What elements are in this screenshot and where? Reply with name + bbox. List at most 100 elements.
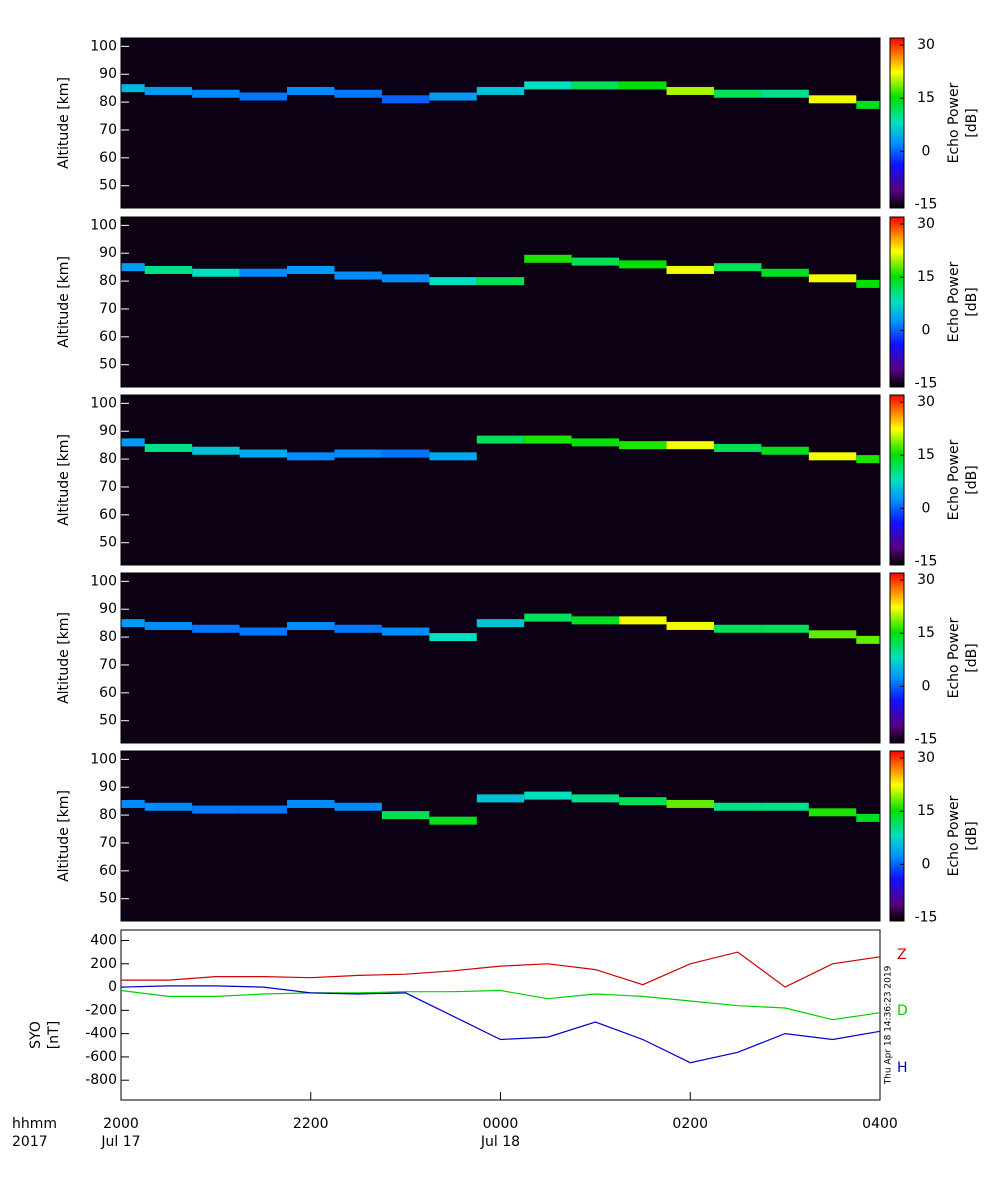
y-tick-label: 70 — [99, 657, 117, 673]
y-axis-label: Altitude [km] — [56, 256, 72, 348]
y-tick-label: 50 — [99, 357, 117, 373]
echo-layer — [239, 268, 288, 277]
y-tick-label: 50 — [99, 713, 117, 729]
echo-layer — [192, 805, 240, 814]
y-tick-label: 50 — [99, 891, 117, 907]
echo-layer — [334, 802, 382, 811]
legend-label: Z — [897, 947, 907, 963]
colorbar-tick-label: -15 — [915, 909, 938, 925]
plot-frame — [120, 37, 881, 209]
echo-layer — [121, 84, 145, 93]
colorbar-label: [dB] — [964, 821, 980, 850]
echo-layer — [713, 89, 762, 98]
echo-layer — [666, 799, 714, 808]
echo-layer — [808, 452, 857, 461]
plot-frame — [120, 216, 881, 388]
y-tick-label: 100 — [90, 395, 117, 411]
colorbar-tick-label: -15 — [915, 731, 938, 747]
echo-layer — [808, 630, 857, 639]
colorbar-tick-label: 0 — [922, 143, 931, 159]
echo-layer — [761, 446, 809, 455]
echo-layer — [381, 274, 430, 283]
y-tick-label: 50 — [99, 535, 117, 551]
plot-background — [121, 395, 880, 565]
y-tick-label: 60 — [99, 329, 117, 345]
colorbar-label: Echo Power — [946, 82, 962, 163]
echo-layer — [192, 268, 240, 277]
colorbar-tick-label: 15 — [917, 447, 935, 463]
echo-layer — [287, 621, 335, 630]
echo-layer — [666, 86, 714, 95]
date-label: Jul 18 — [480, 1134, 520, 1150]
colorbar-tick-label: 15 — [917, 269, 935, 285]
echo-layer — [524, 613, 572, 622]
echo-layer — [808, 274, 857, 283]
y-tick-label: 70 — [99, 301, 117, 317]
y-tick-label: 100 — [90, 751, 117, 767]
colorbar-label: Echo Power — [946, 617, 962, 698]
echo-layer — [761, 624, 809, 633]
echo-layer — [334, 271, 382, 280]
y-tick-label: 60 — [99, 863, 117, 879]
echo-layer — [571, 794, 620, 803]
echo-layer — [381, 627, 430, 636]
colorbar — [889, 216, 905, 388]
colorbar-tick-label: 0 — [922, 500, 931, 516]
plot-frame — [120, 929, 881, 1101]
colorbar-tick-label: 30 — [917, 37, 935, 53]
colorbar-tick-label: 30 — [917, 572, 935, 588]
y-tick-label: 100 — [90, 217, 117, 233]
echo-layer — [239, 627, 288, 636]
echo-layer — [761, 268, 809, 277]
echo-layer — [713, 443, 762, 452]
date-label: Jul 17 — [100, 1134, 140, 1150]
colorbar-tick-label: 15 — [917, 90, 935, 106]
echo-layer — [524, 435, 572, 444]
echo-layer — [476, 794, 525, 803]
y-axis-label: SYO — [28, 1021, 44, 1049]
echo-layer — [121, 619, 145, 628]
echo-layer — [713, 263, 762, 272]
x-tick-label: 2000 — [103, 1116, 139, 1132]
echo-layer — [287, 452, 335, 461]
colorbar-label: Echo Power — [946, 261, 962, 342]
colorbar-tick-label: -15 — [915, 553, 938, 569]
echo-layer — [619, 797, 667, 806]
echo-layer — [713, 624, 762, 633]
x-tick-label: 0200 — [672, 1116, 708, 1132]
colorbar-label: [dB] — [964, 108, 980, 137]
y-tick-label: 90 — [99, 245, 117, 261]
echo-layer — [144, 802, 193, 811]
echo-layer — [619, 441, 667, 450]
colorbar — [889, 37, 905, 209]
echo-layer — [239, 449, 288, 458]
echo-layer — [144, 86, 193, 95]
echo-layer — [476, 435, 525, 444]
x-tick-label: 0400 — [862, 1116, 898, 1132]
colorbar-tick-label: -15 — [915, 375, 938, 391]
colorbar-tick-label: 15 — [917, 803, 935, 819]
colorbar-label: [dB] — [964, 287, 980, 316]
y-axis-label: Altitude [km] — [56, 790, 72, 882]
echo-layer — [666, 621, 714, 630]
echo-layer — [192, 624, 240, 633]
colorbar-tick-label: 30 — [917, 394, 935, 410]
echo-layer — [287, 799, 335, 808]
echo-layer — [808, 95, 857, 104]
echo-layer — [429, 92, 477, 101]
echo-layer — [713, 802, 762, 811]
y-tick-label: 100 — [90, 38, 117, 54]
colorbar-tick-label: 30 — [917, 216, 935, 232]
y-tick-label: 200 — [90, 956, 117, 972]
series-line — [120, 989, 881, 1021]
y-tick-label: 90 — [99, 423, 117, 439]
echo-layer — [571, 257, 620, 266]
echo-layer — [856, 635, 880, 644]
y-axis-label: Altitude [km] — [56, 434, 72, 526]
echo-layer — [476, 277, 525, 286]
echo-layer — [121, 438, 145, 447]
echo-layer — [856, 279, 880, 288]
y-tick-label: 80 — [99, 94, 117, 110]
y-tick-label: 70 — [99, 479, 117, 495]
